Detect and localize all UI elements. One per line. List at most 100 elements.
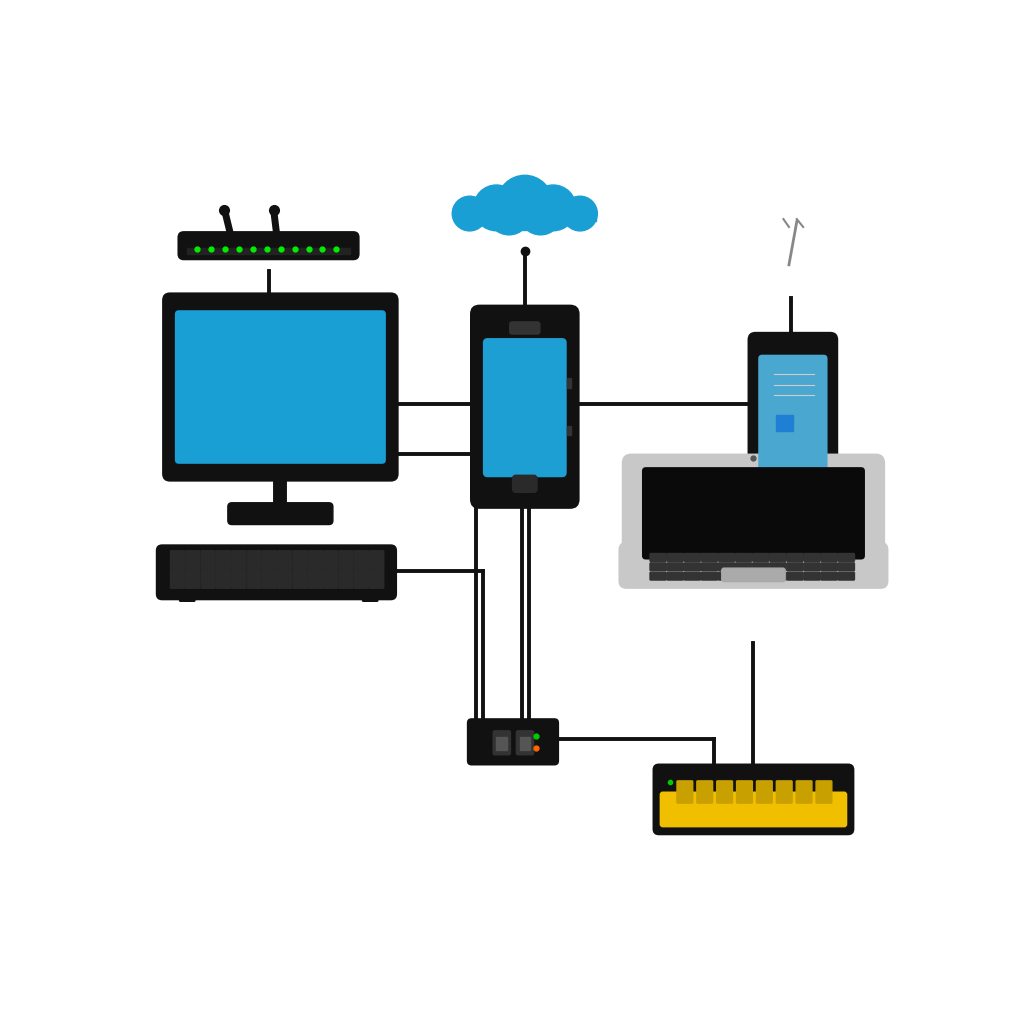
FancyBboxPatch shape xyxy=(354,551,369,560)
FancyBboxPatch shape xyxy=(770,572,786,580)
FancyBboxPatch shape xyxy=(339,560,353,569)
FancyBboxPatch shape xyxy=(510,322,540,334)
FancyBboxPatch shape xyxy=(701,554,718,561)
FancyBboxPatch shape xyxy=(684,572,700,580)
FancyBboxPatch shape xyxy=(179,594,195,601)
FancyBboxPatch shape xyxy=(201,569,215,579)
FancyBboxPatch shape xyxy=(293,551,307,560)
FancyBboxPatch shape xyxy=(308,551,323,560)
FancyBboxPatch shape xyxy=(753,572,769,580)
FancyBboxPatch shape xyxy=(354,569,369,579)
FancyBboxPatch shape xyxy=(216,580,230,588)
FancyBboxPatch shape xyxy=(786,572,803,580)
Circle shape xyxy=(473,185,519,230)
FancyBboxPatch shape xyxy=(513,475,537,493)
FancyBboxPatch shape xyxy=(339,580,353,588)
FancyBboxPatch shape xyxy=(324,580,338,588)
FancyBboxPatch shape xyxy=(324,551,338,560)
FancyBboxPatch shape xyxy=(516,731,534,755)
FancyBboxPatch shape xyxy=(567,426,571,435)
FancyBboxPatch shape xyxy=(748,332,839,505)
FancyBboxPatch shape xyxy=(494,731,510,755)
FancyBboxPatch shape xyxy=(753,563,769,570)
FancyBboxPatch shape xyxy=(231,551,246,560)
FancyBboxPatch shape xyxy=(770,563,786,570)
FancyBboxPatch shape xyxy=(201,580,215,588)
FancyBboxPatch shape xyxy=(454,210,596,220)
FancyBboxPatch shape xyxy=(339,569,353,579)
FancyBboxPatch shape xyxy=(370,551,384,560)
FancyBboxPatch shape xyxy=(470,304,580,509)
FancyBboxPatch shape xyxy=(839,572,854,580)
FancyBboxPatch shape xyxy=(667,554,683,561)
Bar xyxy=(785,424,793,431)
Circle shape xyxy=(519,193,562,234)
Bar xyxy=(776,424,784,431)
FancyBboxPatch shape xyxy=(719,554,734,561)
Circle shape xyxy=(498,175,552,230)
FancyBboxPatch shape xyxy=(170,569,184,579)
FancyBboxPatch shape xyxy=(354,580,369,588)
FancyBboxPatch shape xyxy=(231,580,246,588)
FancyBboxPatch shape xyxy=(177,231,359,260)
FancyBboxPatch shape xyxy=(753,554,769,561)
FancyBboxPatch shape xyxy=(684,554,700,561)
FancyBboxPatch shape xyxy=(247,551,261,560)
FancyBboxPatch shape xyxy=(701,563,718,570)
FancyBboxPatch shape xyxy=(216,560,230,569)
FancyBboxPatch shape xyxy=(231,569,246,579)
FancyBboxPatch shape xyxy=(659,792,847,827)
FancyBboxPatch shape xyxy=(308,580,323,588)
FancyBboxPatch shape xyxy=(684,563,700,570)
FancyBboxPatch shape xyxy=(247,580,261,588)
FancyBboxPatch shape xyxy=(650,572,667,580)
FancyBboxPatch shape xyxy=(821,572,838,580)
FancyBboxPatch shape xyxy=(650,554,667,561)
FancyBboxPatch shape xyxy=(804,563,820,570)
FancyBboxPatch shape xyxy=(467,718,559,766)
FancyBboxPatch shape xyxy=(231,560,246,569)
FancyBboxPatch shape xyxy=(839,563,854,570)
FancyBboxPatch shape xyxy=(650,563,667,570)
FancyBboxPatch shape xyxy=(701,572,718,580)
FancyBboxPatch shape xyxy=(278,580,292,588)
FancyBboxPatch shape xyxy=(370,569,384,579)
FancyBboxPatch shape xyxy=(497,737,507,751)
FancyBboxPatch shape xyxy=(293,569,307,579)
FancyBboxPatch shape xyxy=(170,580,184,588)
FancyBboxPatch shape xyxy=(185,580,200,588)
FancyBboxPatch shape xyxy=(786,554,803,561)
FancyBboxPatch shape xyxy=(262,580,276,588)
FancyBboxPatch shape xyxy=(821,554,838,561)
FancyBboxPatch shape xyxy=(735,563,752,570)
FancyBboxPatch shape xyxy=(293,560,307,569)
FancyBboxPatch shape xyxy=(247,569,261,579)
FancyBboxPatch shape xyxy=(162,293,398,481)
FancyBboxPatch shape xyxy=(717,781,732,803)
Circle shape xyxy=(562,197,597,230)
FancyBboxPatch shape xyxy=(735,572,752,580)
FancyBboxPatch shape xyxy=(839,554,854,561)
FancyBboxPatch shape xyxy=(622,454,885,573)
FancyBboxPatch shape xyxy=(293,580,307,588)
FancyBboxPatch shape xyxy=(804,572,820,580)
Bar xyxy=(785,415,793,423)
FancyBboxPatch shape xyxy=(187,248,350,254)
FancyBboxPatch shape xyxy=(262,551,276,560)
Circle shape xyxy=(487,193,530,234)
FancyBboxPatch shape xyxy=(697,781,713,803)
FancyBboxPatch shape xyxy=(770,554,786,561)
FancyBboxPatch shape xyxy=(776,781,793,803)
FancyBboxPatch shape xyxy=(354,560,369,569)
Circle shape xyxy=(530,185,577,230)
FancyBboxPatch shape xyxy=(185,560,200,569)
FancyBboxPatch shape xyxy=(567,378,571,388)
FancyBboxPatch shape xyxy=(278,551,292,560)
FancyBboxPatch shape xyxy=(175,310,386,464)
FancyBboxPatch shape xyxy=(757,781,772,803)
FancyBboxPatch shape xyxy=(618,542,889,589)
FancyBboxPatch shape xyxy=(324,560,338,569)
FancyBboxPatch shape xyxy=(308,569,323,579)
FancyBboxPatch shape xyxy=(652,764,854,836)
FancyBboxPatch shape xyxy=(170,560,184,569)
